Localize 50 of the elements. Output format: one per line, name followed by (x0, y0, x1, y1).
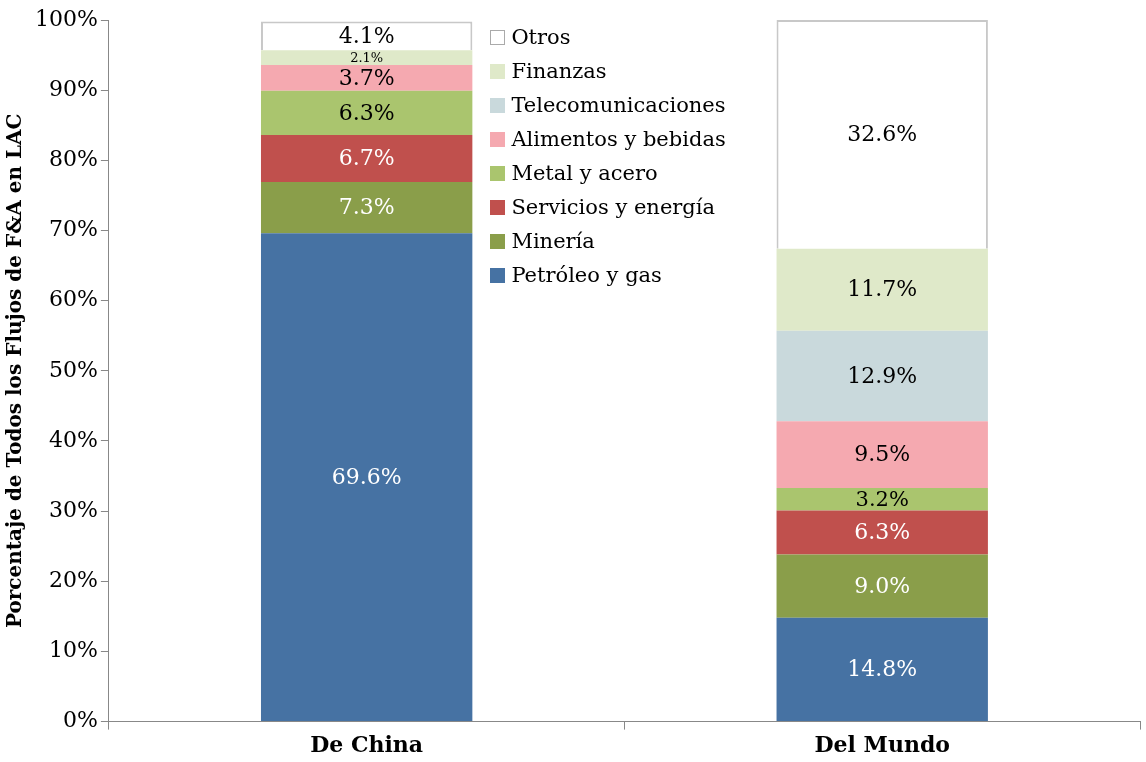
y-tick-label: 80% (48, 146, 98, 172)
y-tick-label: 100% (34, 5, 98, 31)
y-axis-title: Porcentaje de Todos los Flujos de F&A en LAC (2, 113, 27, 629)
y-tick-label: 60% (48, 286, 98, 312)
data-label: 4.1% (338, 22, 395, 48)
bar (776, 617, 988, 722)
x-tick-label: Del Mundo (814, 730, 950, 757)
y-tick-label: 20% (48, 567, 98, 592)
legend-label: Petróleo y gas (511, 262, 662, 289)
legend-label: Minería (511, 228, 595, 255)
data-label: 2.1% (350, 49, 384, 65)
bar (260, 182, 473, 234)
data-label: 6.7% (338, 145, 395, 171)
bar (776, 487, 988, 511)
data-label: 9.5% (854, 441, 911, 467)
bar (260, 90, 473, 136)
bar (776, 554, 988, 618)
data-label: 3.7% (338, 64, 395, 90)
legend-label: Finanzas (511, 58, 607, 85)
data-label: 7.3% (338, 194, 395, 220)
data-label: 69.6% (331, 463, 402, 489)
bar (776, 330, 988, 422)
data-label: 9.0% (854, 572, 911, 598)
bar (776, 421, 988, 488)
bar (260, 50, 473, 65)
data-label: 12.9% (847, 362, 918, 388)
legend-label: Servicios y energía (511, 194, 716, 221)
legend-label: Alimentos y bebidas (511, 126, 726, 153)
legend-label: Telecomunicaciones (511, 92, 726, 119)
y-tick-label: 50% (48, 356, 98, 382)
y-tick-label: 10% (48, 637, 98, 663)
bar (776, 510, 988, 555)
y-tick-label: 0% (62, 707, 98, 733)
data-label: 11.7% (847, 276, 918, 302)
data-label: 14.8% (847, 656, 918, 682)
legend-label: Metal y acero (511, 160, 658, 187)
bar (776, 248, 988, 331)
y-tick-label: 30% (48, 496, 98, 522)
data-label: 32.6% (847, 121, 918, 147)
bar (260, 64, 473, 91)
x-tick-label: De China (310, 730, 424, 757)
y-tick-label: 40% (48, 426, 98, 452)
data-label: 6.3% (338, 99, 395, 125)
bar (260, 135, 473, 183)
legend-label: Otros (511, 24, 571, 51)
y-tick-label: 70% (48, 216, 98, 242)
y-tick-label: 90% (48, 75, 98, 101)
bar (260, 233, 473, 722)
data-label: 6.3% (854, 519, 911, 545)
data-label: 3.2% (855, 486, 909, 511)
